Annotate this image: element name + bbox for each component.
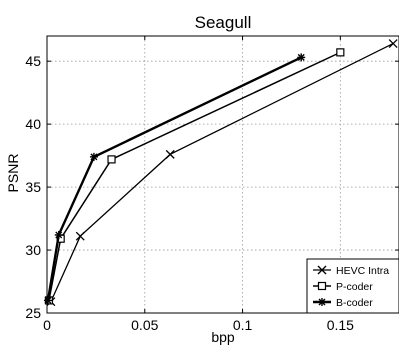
marker-stroke: [55, 231, 63, 239]
data-point: [107, 155, 116, 164]
chart-title: Seagull: [195, 13, 252, 32]
marker-stroke: [44, 296, 52, 304]
x-tick-label: 0.1: [233, 317, 253, 333]
series-line: [46, 56, 302, 301]
data-point: [297, 53, 306, 62]
plot-area-frame: [46, 35, 399, 314]
y-tick-label: 25: [25, 305, 41, 321]
legend-label: HEVC Intra: [336, 265, 389, 277]
data-point: [388, 39, 398, 49]
legend-entry: B-coder: [313, 297, 373, 309]
legend-label: B-coder: [336, 297, 373, 309]
marker-stroke: [75, 231, 85, 241]
y-tick-label: 30: [25, 242, 41, 258]
series-line: [48, 51, 341, 301]
data-point: [336, 48, 345, 57]
x-tick-label: 0.05: [131, 317, 158, 333]
legend-label: P-coder: [336, 281, 373, 293]
series-layer: [43, 39, 398, 307]
marker-stroke: [165, 149, 175, 159]
data-point: [89, 152, 98, 161]
x-tick-label: 0: [43, 317, 51, 333]
x-axis-label: bpp: [211, 329, 235, 345]
x-tick-label: 0.15: [327, 317, 354, 333]
marker-stroke: [318, 298, 326, 306]
grid: [47, 36, 399, 313]
series-3: [43, 53, 306, 305]
marker-stroke: [388, 39, 398, 49]
legend-entry: P-coder: [313, 281, 373, 293]
legend: HEVC Intra P-coder B-coder: [306, 258, 399, 314]
ticks: 0 0.05 0.1 0.15 25 30 35 40 45: [25, 36, 399, 333]
legend-marker: [317, 281, 327, 291]
data-point: [54, 230, 63, 239]
legend-marker: [318, 298, 326, 306]
y-axis-label: PSNR: [5, 154, 21, 193]
legend-marker: [317, 265, 327, 275]
data-point: [75, 231, 85, 241]
y-tick-label: 45: [25, 53, 41, 69]
data-point: [43, 296, 52, 305]
marker-stroke: [317, 265, 327, 275]
data-point: [165, 149, 175, 159]
y-tick-label: 40: [25, 116, 41, 132]
series-2: [44, 48, 345, 305]
marker-stroke: [90, 153, 98, 161]
marker-stroke: [297, 53, 305, 61]
series-line: [50, 42, 394, 302]
y-tick-label: 35: [25, 179, 41, 195]
legend-entry: HEVC Intra: [313, 265, 389, 277]
